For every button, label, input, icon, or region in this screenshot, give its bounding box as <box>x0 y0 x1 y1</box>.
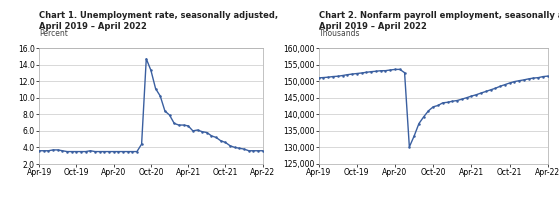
Text: Thousands: Thousands <box>319 29 360 38</box>
Text: Chart 1. Unemployment rate, seasonally adjusted,
April 2019 – April 2022: Chart 1. Unemployment rate, seasonally a… <box>39 11 278 31</box>
Text: Percent: Percent <box>39 29 68 38</box>
Text: Chart 2. Nonfarm payroll employment, seasonally adjusted,
April 2019 – April 202: Chart 2. Nonfarm payroll employment, sea… <box>319 11 559 31</box>
